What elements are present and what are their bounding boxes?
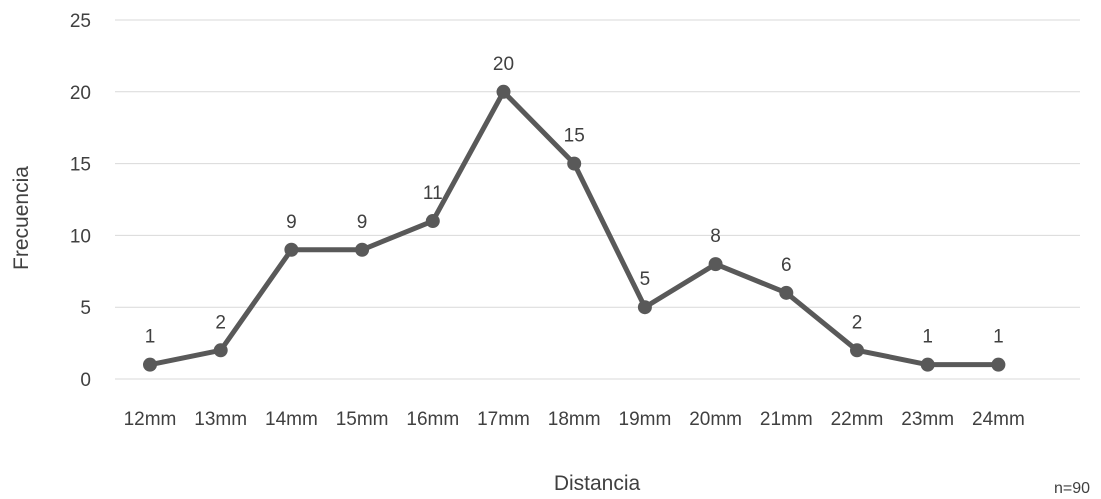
data-label: 5	[640, 269, 651, 290]
data-point	[284, 242, 299, 257]
data-label: 6	[781, 255, 792, 276]
data-point	[708, 257, 723, 272]
data-label: 11	[423, 183, 443, 204]
data-label: 1	[145, 327, 156, 348]
x-tick-label: 23mm	[901, 409, 954, 430]
x-tick-label: 14mm	[265, 409, 318, 430]
y-tick-label: 25	[70, 11, 91, 32]
x-axis-title: Distancia	[554, 472, 641, 495]
data-point	[779, 285, 794, 300]
data-point	[567, 156, 582, 171]
y-tick-label: 0	[80, 370, 91, 391]
x-tick-label: 16mm	[406, 409, 459, 430]
data-label: 9	[286, 212, 297, 233]
x-tick-label: 12mm	[124, 409, 177, 430]
data-label: 8	[710, 226, 721, 247]
y-tick-label: 20	[70, 83, 91, 104]
x-tick-label: 19mm	[619, 409, 672, 430]
y-axis-title: Frecuencia	[10, 166, 33, 270]
y-tick-label: 15	[70, 155, 91, 176]
data-label: 20	[493, 54, 514, 75]
data-point	[425, 214, 440, 229]
data-label: 9	[357, 212, 368, 233]
series-frecuencia	[143, 84, 1006, 372]
data-label: 15	[564, 126, 585, 147]
gridlines	[115, 19, 1080, 380]
x-tick-label: 21mm	[760, 409, 813, 430]
sample-size-note: n=90	[1054, 480, 1090, 497]
data-point	[991, 357, 1006, 372]
x-tick-label: 22mm	[831, 409, 884, 430]
data-label: 2	[852, 312, 863, 333]
y-tick-label: 5	[80, 298, 91, 319]
x-tick-label: 15mm	[336, 409, 389, 430]
x-tick-label: 20mm	[689, 409, 742, 430]
x-axis-ticks: 12mm 13mm 14mm 15mm 16mm 17mm 18mm 19mm 20mm 21mm…	[124, 409, 1025, 430]
data-point	[213, 343, 228, 358]
data-point	[850, 343, 864, 358]
x-tick-label: 24mm	[972, 409, 1025, 430]
data-label: 1	[993, 327, 1004, 348]
data-point	[355, 242, 370, 257]
data-point	[920, 357, 935, 372]
x-tick-label: 17mm	[477, 409, 530, 430]
data-point	[637, 300, 652, 315]
data-label: 1	[922, 327, 933, 348]
x-tick-label: 13mm	[194, 409, 247, 430]
data-point	[496, 84, 511, 99]
y-axis-ticks: 0 5 10 15 20 25	[70, 11, 91, 391]
data-label: 2	[215, 312, 226, 333]
y-tick-label: 10	[70, 226, 91, 247]
x-tick-label: 18mm	[548, 409, 601, 430]
data-point	[143, 357, 157, 372]
